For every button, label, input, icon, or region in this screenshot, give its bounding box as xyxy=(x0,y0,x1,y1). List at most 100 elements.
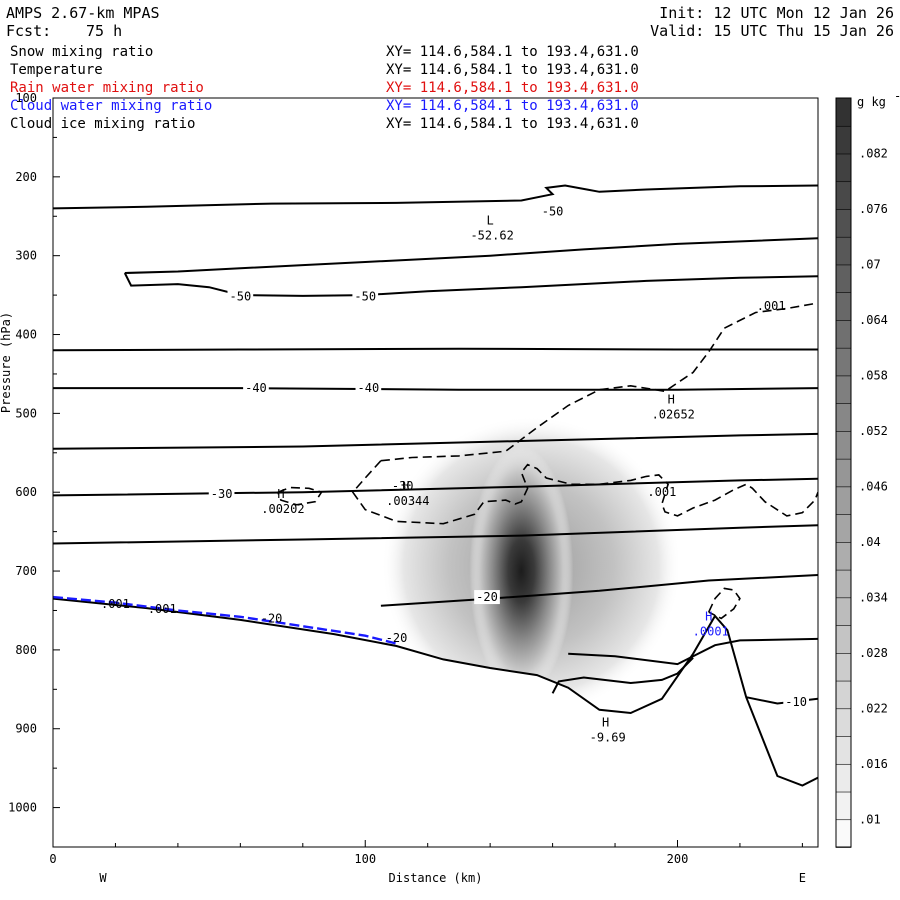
colorbar-tick-label: .028 xyxy=(859,646,888,660)
cloud-water-contour xyxy=(53,595,397,645)
extremum-value: .0001 xyxy=(693,624,729,638)
y-tick-label: 1000 xyxy=(8,801,37,815)
ice-contour-label: .001 xyxy=(757,299,786,313)
colorbar-tick-label: .016 xyxy=(859,757,888,771)
cloud-ice-contour xyxy=(277,486,323,506)
colorbar-segment xyxy=(835,208,852,238)
x-tick-label: 0 xyxy=(49,852,56,866)
extremum-value: -52.62 xyxy=(470,229,513,243)
colorbar-segment xyxy=(835,707,852,737)
colorbar-segment xyxy=(835,486,852,515)
contour-label-bg xyxy=(208,486,235,501)
field-name: Snow mixing ratio xyxy=(10,44,154,60)
field-xy-range: XY= 114.6,584.1 to 193.4,631.0 xyxy=(386,62,639,78)
temperature-contour xyxy=(53,432,818,450)
field-name: Temperature xyxy=(10,62,103,78)
temperature-contour xyxy=(551,657,694,694)
contour-label: -40 xyxy=(245,381,267,395)
contour-label: .001 xyxy=(647,485,676,499)
extremum-marker: L xyxy=(487,214,494,228)
extremum-value: -9.69 xyxy=(590,731,626,745)
field-xy-range: XY= 114.6,584.1 to 193.4,631.0 xyxy=(386,44,639,60)
colorbar-segment xyxy=(835,818,852,848)
colorbar-segment xyxy=(835,652,852,682)
colorbar-tick-label: .046 xyxy=(859,479,888,493)
colorbar-segment xyxy=(835,347,852,377)
contour-label: -40 xyxy=(358,381,380,395)
contour-label: -50 xyxy=(542,205,564,219)
colorbar-segment xyxy=(835,458,852,488)
colorbar-tick-label: .07 xyxy=(859,257,881,271)
temperature-contour xyxy=(53,387,818,391)
extremum-marker: H xyxy=(602,716,609,730)
y-axis-label: Pressure (hPa) xyxy=(0,312,13,413)
terrain-line xyxy=(53,597,818,787)
colorbar-tick-label: .022 xyxy=(859,701,888,715)
colorbar-unit: g kg xyxy=(857,95,886,109)
colorbar-tick-label: .04 xyxy=(859,535,881,549)
colorbar-segment xyxy=(835,291,852,321)
contour-label: .001 xyxy=(148,602,177,616)
contour-label-bg xyxy=(352,289,379,304)
colorbar-segment xyxy=(835,597,852,626)
model-title: AMPS 2.67-km MPAS xyxy=(6,4,160,22)
colorbar-segment xyxy=(835,624,852,654)
contour-label-bg xyxy=(227,289,254,304)
extremum-marker: H xyxy=(668,392,675,406)
contour-label-bg xyxy=(474,590,500,605)
plot-frame xyxy=(52,97,819,848)
colorbar-segment xyxy=(835,763,852,793)
y-tick-label: 600 xyxy=(15,485,37,499)
temperature-contour xyxy=(123,272,818,297)
x-tick-label: 100 xyxy=(354,852,376,866)
contour-label: -20 xyxy=(476,590,498,604)
valid-time: Valid: 15 UTC Thu 15 Jan 26 xyxy=(650,22,894,40)
init-time: Init: 12 UTC Mon 12 Jan 26 xyxy=(659,4,894,22)
forecast-label: Fcst: xyxy=(6,22,52,40)
contour-label: -10 xyxy=(785,695,807,709)
colorbar-segment xyxy=(835,541,852,571)
contour-label: -50 xyxy=(354,290,376,304)
west-label: W xyxy=(99,871,107,885)
contour-label-bg xyxy=(539,204,566,219)
colorbar-segment xyxy=(835,153,852,183)
cloud-ice-contour xyxy=(707,587,741,620)
colorbar-segment xyxy=(835,680,852,710)
y-tick-label: 300 xyxy=(15,249,37,263)
colorbar-segment xyxy=(835,402,852,432)
y-tick-label: 900 xyxy=(15,722,37,736)
y-tick-label: 500 xyxy=(15,406,37,420)
temperature-contour xyxy=(568,637,818,666)
temperature-contour xyxy=(53,524,818,545)
temperature-contour xyxy=(53,347,818,352)
temperature-contour xyxy=(124,237,818,274)
colorbar-tick-label: .034 xyxy=(859,590,888,604)
contour-label: -30 xyxy=(211,487,233,501)
east-label: E xyxy=(799,871,806,885)
colorbar-segment xyxy=(835,125,852,155)
x-axis-label: Distance (km) xyxy=(389,871,483,885)
colorbar-tick-label: .052 xyxy=(859,424,888,438)
colorbar-frame xyxy=(835,97,852,848)
colorbar-segment xyxy=(835,375,852,404)
colorbar-unit-exponent: -1 xyxy=(894,89,900,103)
colorbar-tick-label: .076 xyxy=(859,202,888,216)
contour-label: -50 xyxy=(230,290,252,304)
contour-label-bg xyxy=(243,381,269,396)
extremum-marker: H xyxy=(277,487,284,501)
y-tick-label: 200 xyxy=(15,170,37,184)
x-tick-label: 200 xyxy=(667,852,689,866)
contour-label: -30 xyxy=(392,479,414,493)
y-tick-label: 400 xyxy=(15,328,37,342)
field-name: Cloud water mixing ratio xyxy=(10,98,213,114)
y-tick-label: 800 xyxy=(15,643,37,657)
forecast-hours: 75 h xyxy=(86,22,123,40)
colorbar-segment xyxy=(835,430,852,460)
cloud-ice-contour xyxy=(351,460,818,525)
colorbar-tick-label: .058 xyxy=(859,368,888,382)
colorbar-segment xyxy=(835,180,852,210)
snow-shading-core xyxy=(469,446,574,697)
colorbar-segment xyxy=(835,97,852,127)
temperature-contour xyxy=(53,184,818,210)
